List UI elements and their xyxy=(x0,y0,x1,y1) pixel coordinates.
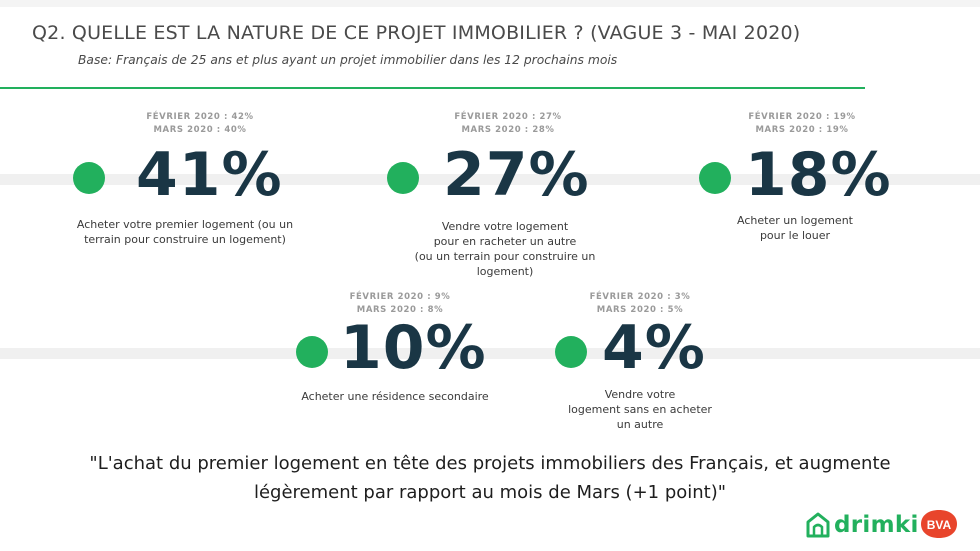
stat-value: 27% xyxy=(443,140,590,210)
stat-value: 4% xyxy=(602,313,706,383)
page-subtitle: Base: Français de 25 ans et plus ayant u… xyxy=(78,53,618,67)
stat-previous-values: FÉVRIER 2020 : 9% MARS 2020 : 8% xyxy=(340,291,460,317)
stat-label-line: Acheter une résidence secondaire xyxy=(301,390,489,403)
stat-previous-values: FÉVRIER 2020 : 27% MARS 2020 : 28% xyxy=(448,111,568,137)
stat-label: Acheter une résidence secondaire xyxy=(280,389,510,404)
stat-label-line: Acheter votre premier logement (ou un xyxy=(76,218,294,231)
stat-label-line: un autre xyxy=(616,418,664,431)
page-title: Q2. QUELLE EST LA NATURE DE CE PROJET IM… xyxy=(32,22,801,44)
stat-label-line: pour en racheter un autre xyxy=(433,235,577,248)
mars-value: MARS 2020 : 5% xyxy=(596,305,684,315)
title-underline xyxy=(0,87,865,89)
stat-label: Vendre votre logement sans en acheter un… xyxy=(555,387,725,432)
fevrier-value: FÉVRIER 2020 : 42% xyxy=(146,112,254,122)
stat-label-line: Vendre votre xyxy=(604,388,676,401)
stat-label-line: Acheter un logement xyxy=(737,214,853,227)
bva-logo-text: BVA xyxy=(927,518,952,532)
stat-value: 10% xyxy=(340,313,487,383)
fevrier-value: FÉVRIER 2020 : 27% xyxy=(454,112,562,122)
drimki-logo: drimki xyxy=(806,510,919,540)
stat-previous-values: FÉVRIER 2020 : 3% MARS 2020 : 5% xyxy=(580,291,700,317)
mars-value: MARS 2020 : 40% xyxy=(153,125,247,135)
stat-label-line: pour le louer xyxy=(759,229,831,242)
green-dot-icon xyxy=(555,336,587,368)
quote-line: "L'achat du premier logement en tête des… xyxy=(89,453,891,474)
house-icon xyxy=(806,512,830,538)
green-dot-icon xyxy=(73,162,105,194)
fevrier-value: FÉVRIER 2020 : 9% xyxy=(349,292,451,302)
stat-previous-values: FÉVRIER 2020 : 42% MARS 2020 : 40% xyxy=(140,111,260,137)
stat-label: Vendre votre logement pour en racheter u… xyxy=(390,219,620,279)
green-dot-icon xyxy=(699,162,731,194)
fevrier-value: FÉVRIER 2020 : 19% xyxy=(748,112,856,122)
stat-label-line: logement) xyxy=(476,265,534,278)
green-dot-icon xyxy=(296,336,328,368)
band-row-2 xyxy=(0,348,980,359)
stat-previous-values: FÉVRIER 2020 : 19% MARS 2020 : 19% xyxy=(742,111,862,137)
mars-value: MARS 2020 : 28% xyxy=(461,125,555,135)
band-row-1 xyxy=(0,174,980,185)
quote-line: légèrement par rapport au mois de Mars (… xyxy=(253,482,727,503)
mars-value: MARS 2020 : 8% xyxy=(356,305,444,315)
fevrier-value: FÉVRIER 2020 : 3% xyxy=(589,292,691,302)
stat-label-line: Vendre votre logement xyxy=(441,220,569,233)
green-dot-icon xyxy=(387,162,419,194)
stat-label: Acheter votre premier logement (ou un te… xyxy=(65,217,305,247)
top-rule xyxy=(0,0,980,7)
stat-label-line: logement sans en acheter xyxy=(568,403,712,416)
stat-value: 41% xyxy=(136,140,283,210)
drimki-logo-text: drimki xyxy=(834,512,919,538)
bva-logo: BVA xyxy=(921,510,957,538)
stat-value: 18% xyxy=(745,140,892,210)
stat-label-line: terrain pour construire un logement) xyxy=(84,233,286,246)
quote-text: "L'achat du premier logement en tête des… xyxy=(30,449,950,507)
stat-label-line: (ou un terrain pour construire un xyxy=(414,250,596,263)
stat-label: Acheter un logement pour le louer xyxy=(715,213,875,243)
mars-value: MARS 2020 : 19% xyxy=(755,125,849,135)
